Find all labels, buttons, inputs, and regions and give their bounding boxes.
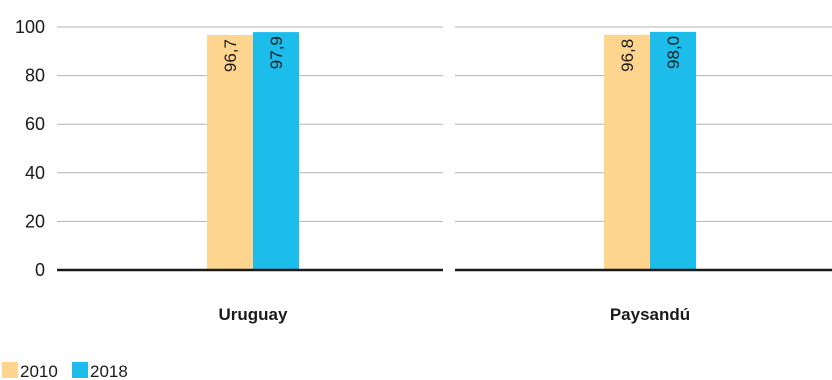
data-label: 98,0 — [664, 36, 683, 69]
bar — [650, 31, 696, 270]
bar — [253, 32, 299, 271]
y-tick-label: 60 — [25, 114, 45, 134]
y-tick-label: 20 — [25, 211, 45, 231]
data-label: 96,7 — [221, 39, 240, 72]
legend-swatch — [72, 362, 88, 378]
legend-swatch — [2, 362, 18, 378]
bar — [207, 35, 253, 271]
y-tick-label: 80 — [25, 66, 45, 86]
data-label: 97,9 — [267, 36, 286, 69]
category-label: Uruguay — [219, 305, 289, 324]
y-tick-label: 0 — [35, 260, 45, 280]
legend-label: 2010 — [20, 362, 58, 380]
category-label: Paysandú — [610, 305, 690, 324]
legend-label: 2018 — [90, 362, 128, 380]
y-tick-label: 100 — [15, 17, 45, 37]
bar — [604, 34, 650, 270]
data-label: 96,8 — [618, 39, 637, 72]
y-tick-label: 40 — [25, 163, 45, 183]
